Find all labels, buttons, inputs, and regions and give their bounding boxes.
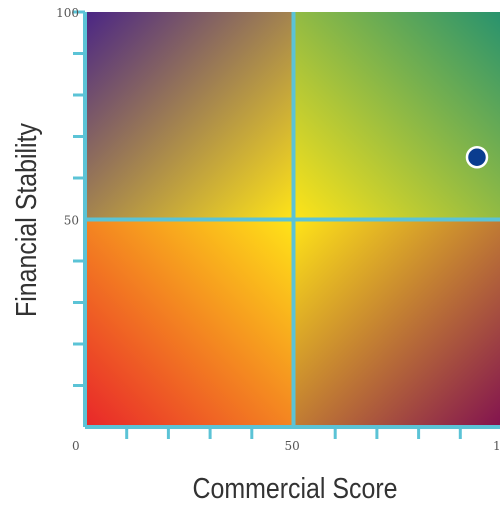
quadrant-top-left [85, 12, 294, 220]
x-tick-label: 50 [285, 439, 300, 453]
quadrant-top-right [294, 12, 500, 220]
data-point [467, 147, 487, 167]
y-tick-label: 100 [56, 6, 79, 20]
y-tick-label: 50 [64, 214, 79, 228]
x-tick-label: 0 [72, 439, 80, 453]
quadrant-bottom-right [294, 220, 500, 428]
quadrant-bottom-left [85, 220, 294, 428]
y-axis-title: Financial Stability [10, 123, 42, 317]
x-tick-label: 100 [493, 439, 500, 453]
data-points [467, 147, 487, 167]
x-axis-title: Commercial Score [193, 472, 398, 504]
